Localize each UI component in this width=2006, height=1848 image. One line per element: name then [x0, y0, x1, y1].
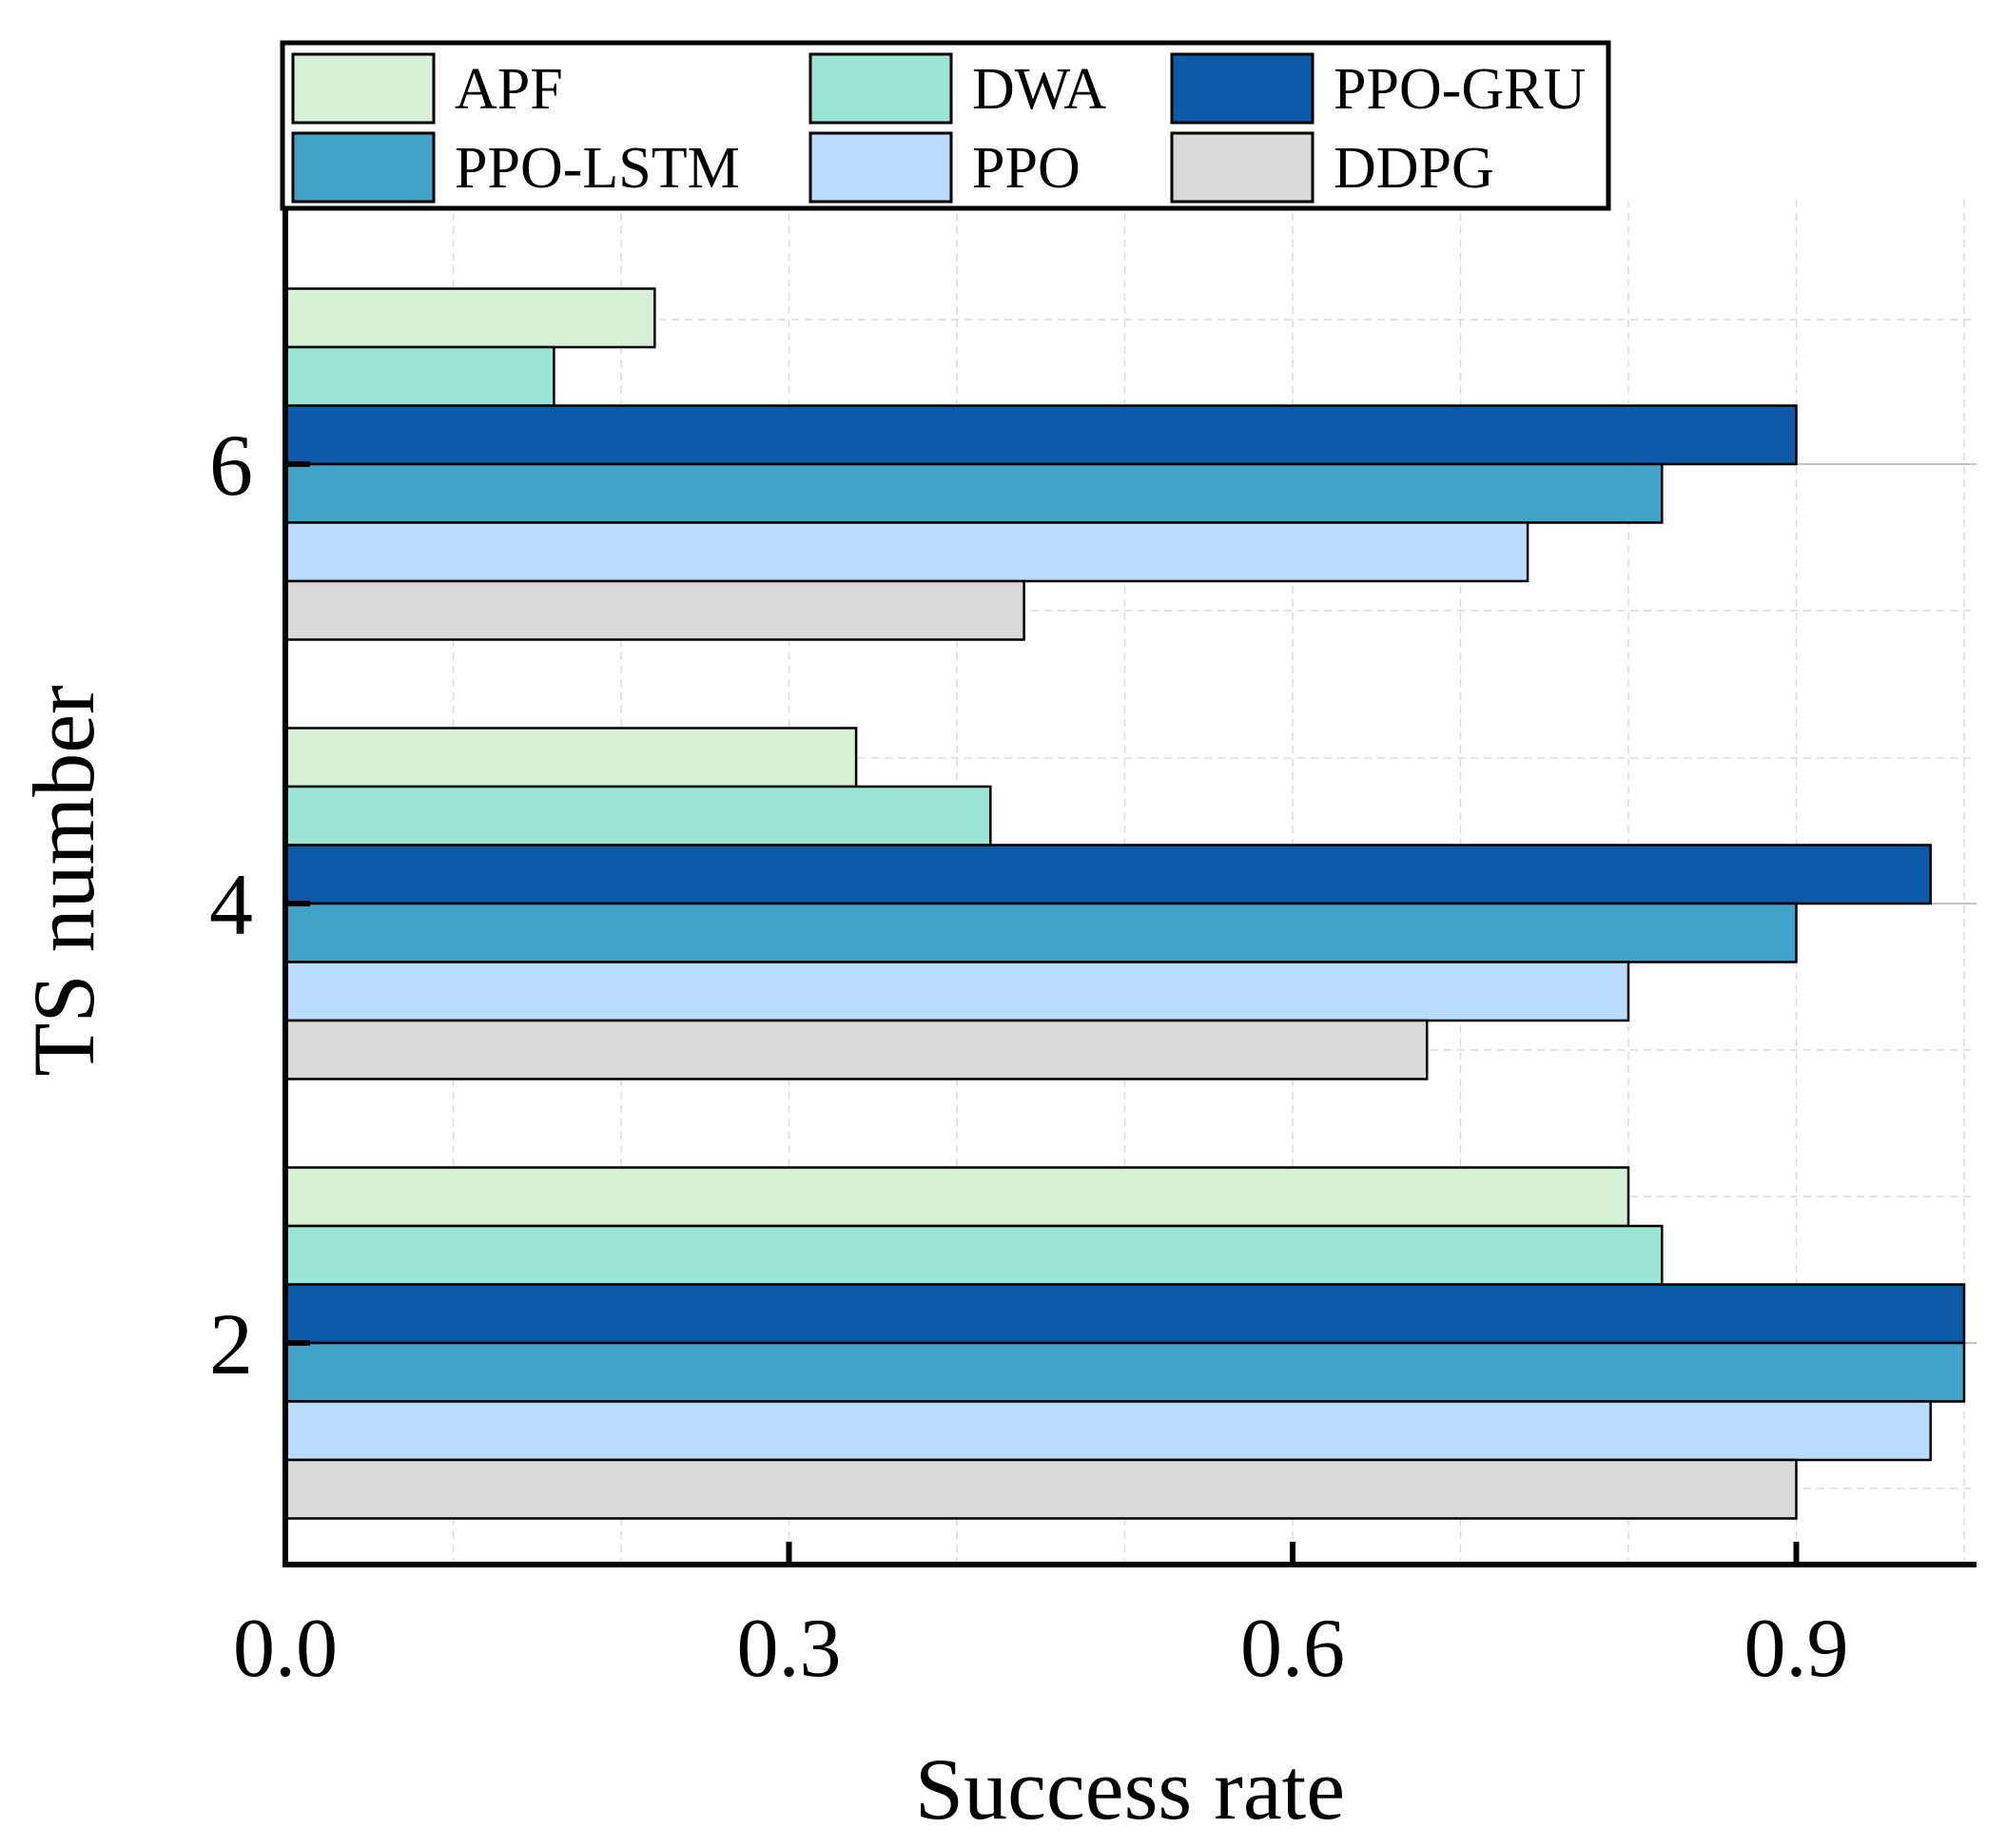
bar-apf-ts6: [283, 287, 656, 349]
y-axis-label: TS number: [15, 685, 112, 1076]
bar-ppo-ts4: [283, 961, 1630, 1022]
x-tick-label: 0.9: [1744, 1603, 1849, 1695]
x-tick-label: 0.3: [737, 1603, 842, 1695]
y-tick-label: 4: [209, 856, 253, 953]
legend-label: PPO: [972, 136, 1081, 201]
bar-ppo-ts6: [283, 521, 1529, 583]
legend-swatch: [1170, 131, 1315, 204]
bar-ppo-ts2: [283, 1400, 1932, 1462]
legend-swatch: [808, 52, 953, 125]
legend-swatch: [1170, 52, 1315, 125]
bar-ppo-gru-ts4: [283, 844, 1932, 905]
bar-ppo-lstm-ts2: [283, 1341, 1966, 1403]
legend-label: DWA: [972, 57, 1106, 122]
bar-dwa-ts2: [283, 1224, 1664, 1286]
x-axis-label: Success rate: [915, 1741, 1345, 1838]
bar-ppo-lstm-ts4: [283, 902, 1798, 963]
axes: [282, 200, 1977, 1567]
legend-item-ppo: PPO: [808, 131, 1081, 204]
bar-apf-ts4: [283, 727, 858, 788]
y-tick-label: 6: [209, 417, 253, 514]
bar-ddpg-ts4: [283, 1019, 1429, 1080]
legend-label: DDPG: [1334, 136, 1494, 201]
legend-swatch: [291, 52, 436, 125]
bar-apf-ts2: [283, 1166, 1630, 1228]
bars: [283, 287, 1966, 1520]
bar-ddpg-ts6: [283, 579, 1025, 641]
bar-ppo-gru-ts6: [283, 404, 1798, 466]
bar-ddpg-ts2: [283, 1458, 1798, 1520]
legend-item-apf: APF: [291, 52, 563, 125]
legend: APF DWA PPO-GRU PPO-LSTM PPO DDPG: [280, 40, 1611, 211]
bar-ppo-lstm-ts6: [283, 462, 1664, 524]
x-tick-label: 0.0: [233, 1603, 338, 1695]
bar-dwa-ts4: [283, 785, 992, 846]
legend-label: APF: [455, 57, 563, 122]
legend-item-ddpg: DDPG: [1170, 131, 1494, 204]
legend-item-dwa: DWA: [808, 52, 1106, 125]
legend-swatch: [291, 131, 436, 204]
legend-item-ppo-lstm: PPO-LSTM: [291, 131, 740, 204]
bar-dwa-ts6: [283, 345, 555, 407]
legend-label: PPO-GRU: [1334, 57, 1586, 122]
x-tick-label: 0.6: [1240, 1603, 1345, 1695]
bar-ppo-gru-ts2: [283, 1283, 1966, 1345]
legend-label: PPO-LSTM: [455, 136, 740, 201]
y-tick-label: 2: [209, 1295, 253, 1392]
legend-item-ppo-gru: PPO-GRU: [1170, 52, 1586, 125]
tick-labels: 0.0 0.3 0.6 0.9 2 4 6: [209, 417, 1849, 1695]
legend-swatch: [808, 131, 953, 204]
